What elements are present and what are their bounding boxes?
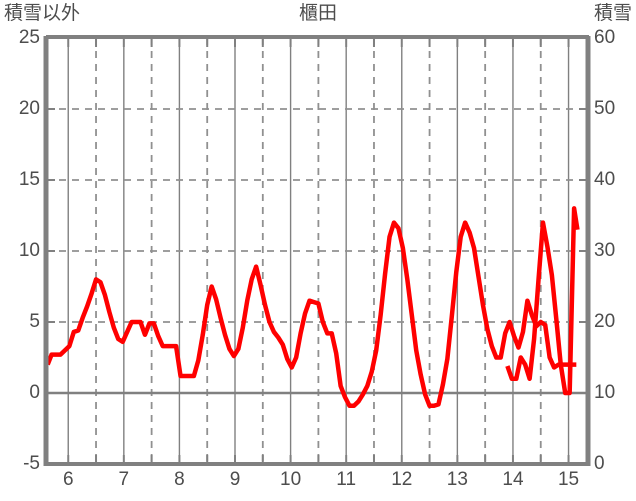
x-axis-tick-label: 15: [557, 469, 580, 490]
y-axis-tick-label-right: 60: [594, 27, 616, 48]
y-axis-tick-label-right: 30: [594, 240, 616, 261]
y-axis-tick-label-right: 20: [594, 311, 616, 332]
series-line-nonsnow: [505, 206, 580, 396]
y-axis-tick-label-left: -5: [23, 453, 40, 474]
x-axis-tick-label: 8: [174, 469, 185, 490]
y-axis-tick-label-right: 50: [594, 98, 616, 119]
y-axis-tick-label-left: 20: [18, 98, 40, 119]
y-axis-tick-label-left: 0: [29, 382, 40, 403]
y-axis-tick-label-left: 5: [29, 311, 40, 332]
series-line-nonsnow: [45, 220, 577, 409]
x-axis-tick-label: 12: [391, 469, 413, 490]
y-axis-tick-label-left: 15: [18, 169, 40, 190]
x-axis-tick-label: 14: [502, 469, 524, 490]
y-axis-tick-label-right: 0: [594, 453, 605, 474]
left-axis-title: 積雪以外: [4, 3, 81, 24]
x-axis-tick-label: 6: [62, 469, 74, 490]
x-axis-tick-label: 11: [336, 469, 357, 490]
chart-title: 櫃田: [298, 3, 337, 24]
y-axis-tick-label-right: 10: [594, 382, 616, 403]
right-axis-title: 積雪: [593, 3, 632, 24]
x-axis-tick-label: 9: [229, 469, 241, 490]
x-axis-tick-label: 7: [118, 469, 130, 490]
x-axis-tick-label: 10: [280, 469, 302, 490]
y-axis-tick-label-left: 10: [18, 240, 40, 261]
y-axis-tick-label-right: 40: [594, 169, 616, 190]
x-axis-tick-label: 13: [446, 469, 468, 490]
y-axis-tick-label-left: 25: [18, 27, 40, 48]
